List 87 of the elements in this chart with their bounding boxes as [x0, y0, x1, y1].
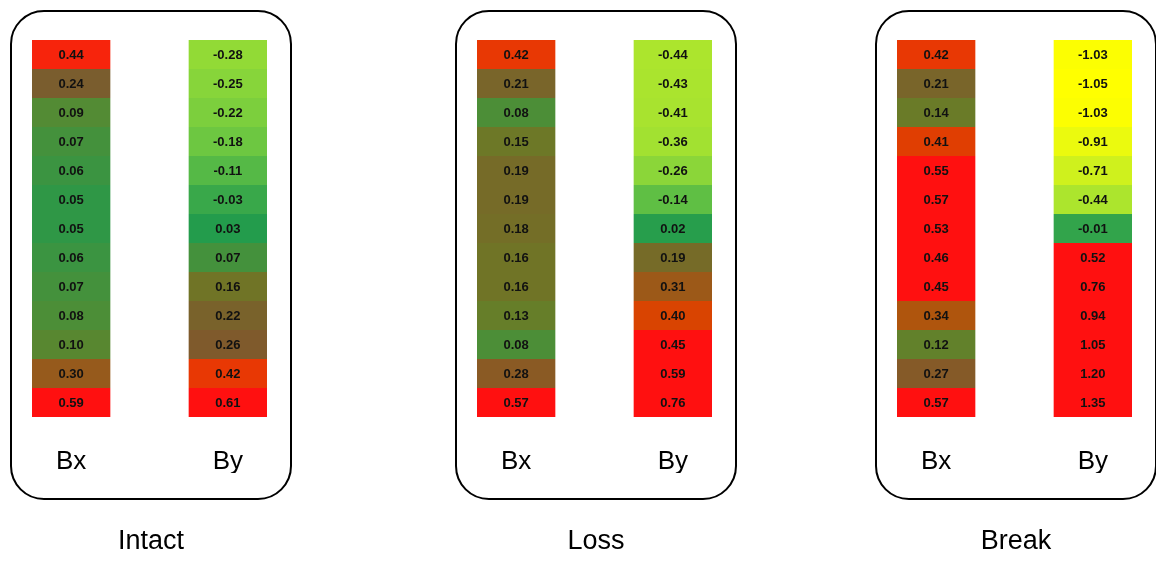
data-label: 0.16: [503, 278, 529, 294]
data-label: 0.53: [923, 220, 949, 236]
data-label: 0.22: [215, 307, 241, 323]
x-tick-label: Bx: [500, 444, 532, 475]
data-label: 0.16: [215, 278, 241, 294]
data-label: -0.26: [658, 162, 688, 178]
data-label: 0.06: [58, 162, 84, 178]
data-label: 0.07: [58, 133, 84, 149]
data-label: 0.16: [503, 249, 529, 265]
data-label: 0.30: [58, 365, 84, 381]
data-label: 0.02: [660, 220, 686, 236]
data-label: 0.61: [215, 394, 241, 410]
data-label: 0.05: [58, 220, 84, 236]
x-tick-label: By: [1077, 444, 1109, 475]
data-label: 0.19: [503, 191, 529, 207]
data-label: -1.03: [1078, 104, 1108, 120]
data-label: 0.08: [58, 307, 84, 323]
data-label: 0.42: [923, 46, 949, 62]
data-label: 0.76: [660, 394, 686, 410]
data-label: 0.52: [1080, 249, 1106, 265]
data-label: 0.10: [58, 336, 84, 352]
text: Loss: [566, 525, 626, 556]
data-label: 0.14: [923, 104, 950, 120]
text: Intact: [116, 525, 185, 556]
data-label: -1.03: [1078, 46, 1108, 62]
data-label: 0.24: [58, 75, 85, 91]
data-label: -0.03: [213, 191, 243, 207]
data-label: 0.42: [503, 46, 529, 62]
data-label: 0.09: [58, 104, 84, 120]
data-label: 0.31: [660, 278, 686, 294]
data-label: 0.07: [58, 278, 84, 294]
data-label: -0.36: [658, 133, 688, 149]
data-label: -0.91: [1078, 133, 1108, 149]
data-label: 0.19: [660, 249, 686, 265]
data-label: 0.59: [660, 365, 686, 381]
text: Break: [979, 525, 1053, 556]
data-label: 0.12: [923, 336, 949, 352]
data-label: 0.08: [503, 336, 529, 352]
data-label: -0.22: [213, 104, 243, 120]
data-label: 0.94: [1080, 307, 1107, 323]
data-label: 0.18: [503, 220, 529, 236]
data-label: -0.18: [213, 133, 243, 149]
data-label: -0.43: [658, 75, 688, 91]
data-label: 0.27: [923, 365, 949, 381]
x-tick-label: Bx: [55, 444, 87, 475]
data-label: 0.28: [503, 365, 529, 381]
data-label: 0.13: [503, 307, 529, 323]
data-label: 0.45: [923, 278, 949, 294]
x-tick-label: By: [657, 444, 689, 475]
data-label: -0.71: [1078, 162, 1108, 178]
data-label: 0.40: [660, 307, 686, 323]
data-label: 0.76: [1080, 278, 1106, 294]
data-label: 0.44: [58, 46, 85, 62]
data-label: -0.28: [213, 46, 243, 62]
data-label: -0.11: [213, 162, 243, 178]
data-label: -0.01: [1078, 220, 1108, 236]
data-label: 1.35: [1080, 394, 1106, 410]
data-label: 0.46: [923, 249, 949, 265]
data-label: 0.05: [58, 191, 84, 207]
data-label: 0.26: [215, 336, 241, 352]
data-label: 0.08: [503, 104, 529, 120]
data-label: 0.41: [923, 133, 949, 149]
data-label: 0.07: [215, 249, 241, 265]
data-label: -0.14: [658, 191, 689, 207]
data-label: 0.42: [215, 365, 241, 381]
data-label: 0.45: [660, 336, 686, 352]
data-label: -1.05: [1078, 75, 1108, 91]
data-label: 0.21: [503, 75, 529, 91]
data-label: 0.19: [503, 162, 529, 178]
data-label: 0.57: [923, 191, 949, 207]
data-label: 0.15: [503, 133, 529, 149]
data-label: 0.03: [215, 220, 241, 236]
data-label: -0.25: [213, 75, 243, 91]
data-label: 0.34: [923, 307, 950, 323]
data-label: 1.20: [1080, 365, 1106, 381]
data-label: 0.21: [923, 75, 949, 91]
data-label: 0.57: [503, 394, 529, 410]
data-label: -0.41: [658, 104, 688, 120]
x-tick-label: Bx: [920, 444, 952, 475]
data-label: -0.44: [1078, 191, 1109, 207]
data-label: 0.59: [58, 394, 84, 410]
data-label: -0.44: [658, 46, 689, 62]
data-label: 0.57: [923, 394, 949, 410]
data-label: 0.55: [923, 162, 949, 178]
x-tick-label: By: [212, 444, 244, 475]
data-label: 1.05: [1080, 336, 1106, 352]
data-label: 0.06: [58, 249, 84, 265]
